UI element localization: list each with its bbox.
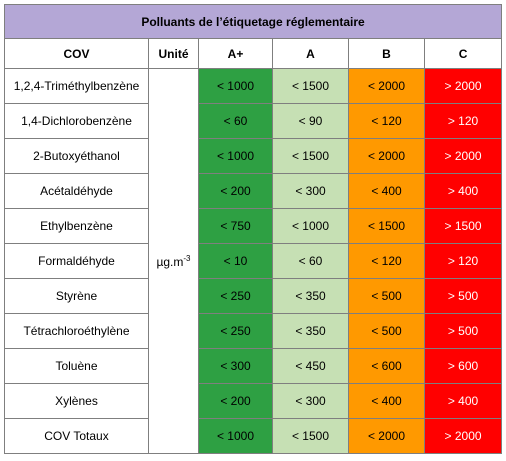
threshold-cell: < 1000 — [198, 138, 273, 174]
data-row: 1,2,4-Triméthylbenzène µg.m-3 < 1000 < 1500… — [4, 68, 503, 454]
column-header: Unité — [148, 38, 199, 69]
pollutant-name: Toluène — [4, 348, 149, 384]
threshold-cell: < 1000 — [198, 418, 273, 454]
data-row: Ethylbenzène < 750 < 1000 < 1500 > 1500 — [4, 208, 503, 244]
threshold-cell: < 300 — [198, 348, 273, 384]
threshold-cell: < 300 — [272, 173, 349, 209]
threshold-cell: > 2000 — [423, 138, 503, 174]
threshold-cell: < 500 — [348, 278, 425, 314]
threshold-cell: < 200 — [198, 173, 273, 209]
data-row: Formaldéhyde < 10 < 60 < 120 > 120 — [4, 243, 503, 279]
threshold-cell: < 400 — [348, 383, 425, 419]
threshold-cell: < 750 — [198, 208, 273, 244]
threshold-cell: < 120 — [348, 103, 425, 139]
threshold-cell: < 400 — [348, 173, 425, 209]
column-header: C — [423, 38, 503, 69]
column-header: A — [272, 38, 349, 69]
data-row: COV Totaux < 1000 < 1500 < 2000 > 2000 — [4, 418, 503, 454]
pollutant-name: Ethylbenzène — [4, 208, 149, 244]
column-header: B — [348, 38, 425, 69]
pollutant-name: 2-Butoxyéthanol — [4, 138, 149, 174]
unit-base: µg.m — [156, 254, 184, 269]
unit-exponent: -3 — [183, 253, 191, 263]
pollutant-name: Acétaldéhyde — [4, 173, 149, 209]
pollutant-name: Xylènes — [4, 383, 149, 419]
threshold-cell: < 350 — [272, 313, 349, 349]
threshold-cell: < 450 — [272, 348, 349, 384]
threshold-cell: > 500 — [423, 313, 503, 349]
column-header: COV — [4, 38, 149, 69]
threshold-cell: < 1500 — [348, 208, 425, 244]
threshold-cell: < 2000 — [348, 138, 425, 174]
threshold-cell: < 500 — [348, 313, 425, 349]
threshold-cell: < 1500 — [272, 138, 349, 174]
threshold-cell: < 1000 — [198, 68, 273, 104]
data-row: Toluène < 300 < 450 < 600 > 600 — [4, 348, 503, 384]
pollutant-name: Tétrachloroéthylène — [4, 313, 149, 349]
data-row: 2-Butoxyéthanol < 1000 < 1500 < 2000 > 2000 — [4, 138, 503, 174]
data-row: Styrène < 250 < 350 < 500 > 500 — [4, 278, 503, 314]
threshold-cell: > 2000 — [423, 68, 503, 104]
table-body: Polluants de l’étiquetage réglementaire … — [3, 4, 503, 454]
pollutant-table: Polluants de l’étiquetage réglementaire … — [3, 4, 503, 454]
threshold-cell: < 300 — [272, 383, 349, 419]
threshold-cell: > 500 — [423, 278, 503, 314]
table-title: Polluants de l’étiquetage réglementaire — [3, 4, 503, 39]
threshold-cell: < 120 — [348, 243, 425, 279]
threshold-cell: > 120 — [423, 103, 503, 139]
threshold-cell: > 400 — [423, 173, 503, 209]
pollutant-name: 1,4-Dichlorobenzène — [4, 103, 149, 139]
threshold-cell: < 60 — [272, 243, 349, 279]
threshold-cell: < 60 — [198, 103, 273, 139]
threshold-cell: < 200 — [198, 383, 273, 419]
threshold-cell: < 1500 — [272, 418, 349, 454]
pollutant-name: COV Totaux — [4, 418, 149, 454]
threshold-cell: > 120 — [423, 243, 503, 279]
data-row: 1,4-Dichlorobenzène < 60 < 90 < 120 > 120 — [4, 103, 503, 139]
threshold-cell: > 1500 — [423, 208, 503, 244]
data-row: Tétrachloroéthylène < 250 < 350 < 500 > 500 — [4, 313, 503, 349]
pollutant-name: Styrène — [4, 278, 149, 314]
data-row: Acétaldéhyde < 200 < 300 < 400 > 400 — [4, 173, 503, 209]
pollutant-name: Formaldéhyde — [4, 243, 149, 279]
threshold-cell: < 2000 — [348, 418, 425, 454]
threshold-cell: < 10 — [198, 243, 273, 279]
header-row: COV Unité A+ A B C — [4, 38, 503, 69]
threshold-cell: > 2000 — [423, 418, 503, 454]
column-header: A+ — [198, 38, 273, 69]
threshold-cell: < 1000 — [272, 208, 349, 244]
unit-cell: µg.m-3 — [148, 68, 199, 454]
threshold-cell: < 600 — [348, 348, 425, 384]
threshold-cell: < 250 — [198, 278, 273, 314]
threshold-cell: < 350 — [272, 278, 349, 314]
threshold-cell: > 600 — [423, 348, 503, 384]
pollutant-name: 1,2,4-Triméthylbenzène — [4, 68, 149, 104]
threshold-cell: < 90 — [272, 103, 349, 139]
threshold-cell: < 250 — [198, 313, 273, 349]
title-row: Polluants de l’étiquetage réglementaire — [3, 4, 503, 39]
threshold-cell: < 1500 — [272, 68, 349, 104]
threshold-cell: > 400 — [423, 383, 503, 419]
data-row: Xylènes < 200 < 300 < 400 > 400 — [4, 383, 503, 419]
threshold-cell: < 2000 — [348, 68, 425, 104]
